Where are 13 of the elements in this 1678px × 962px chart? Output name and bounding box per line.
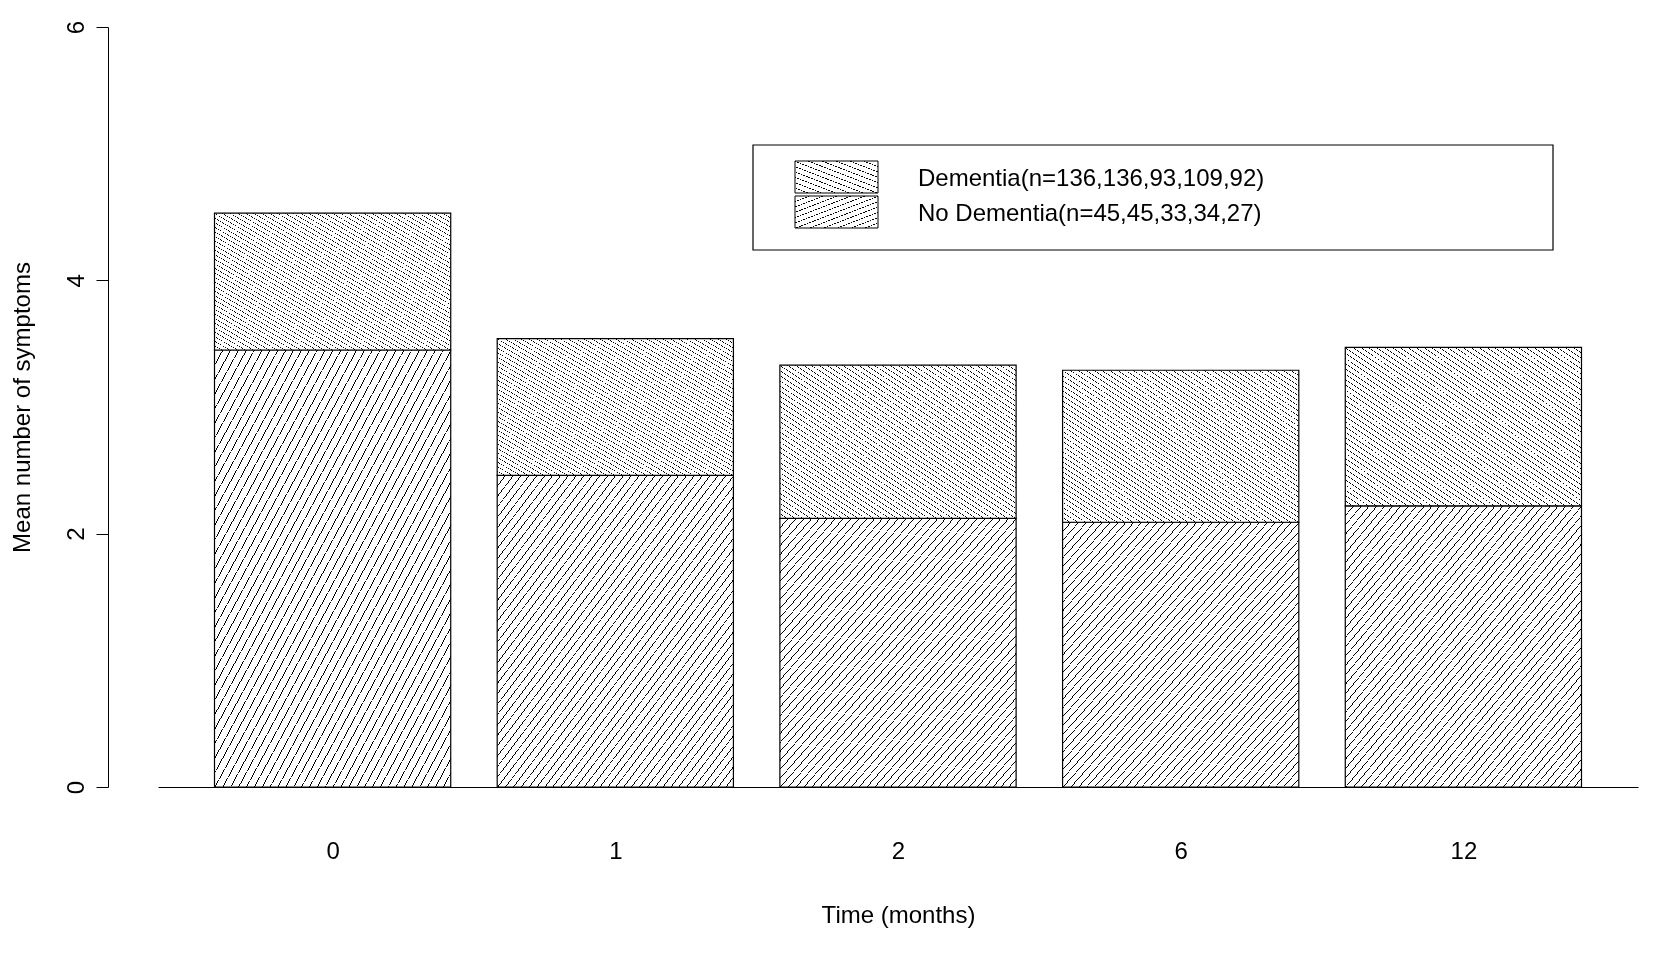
x-tick-label: 1 [609, 836, 623, 864]
y-axis-title: Mean number of symptoms [7, 262, 35, 553]
legend-label: Dementia(n=136,136,93,109,92) [918, 164, 1265, 191]
x-tick-label: 0 [326, 836, 340, 864]
y-tick-label: 2 [61, 527, 89, 541]
legend-label: No Dementia(n=45,45,33,34,27) [918, 199, 1262, 226]
x-tick-label: 2 [891, 836, 906, 864]
y-tick-label: 4 [61, 274, 89, 288]
x-tick-label: 12 [1450, 836, 1478, 864]
y-tick-label: 6 [61, 20, 89, 35]
x-axis-title: Time (months) [821, 900, 976, 928]
y-tick-label: 0 [61, 780, 89, 795]
x-tick-label: 6 [1174, 836, 1188, 864]
